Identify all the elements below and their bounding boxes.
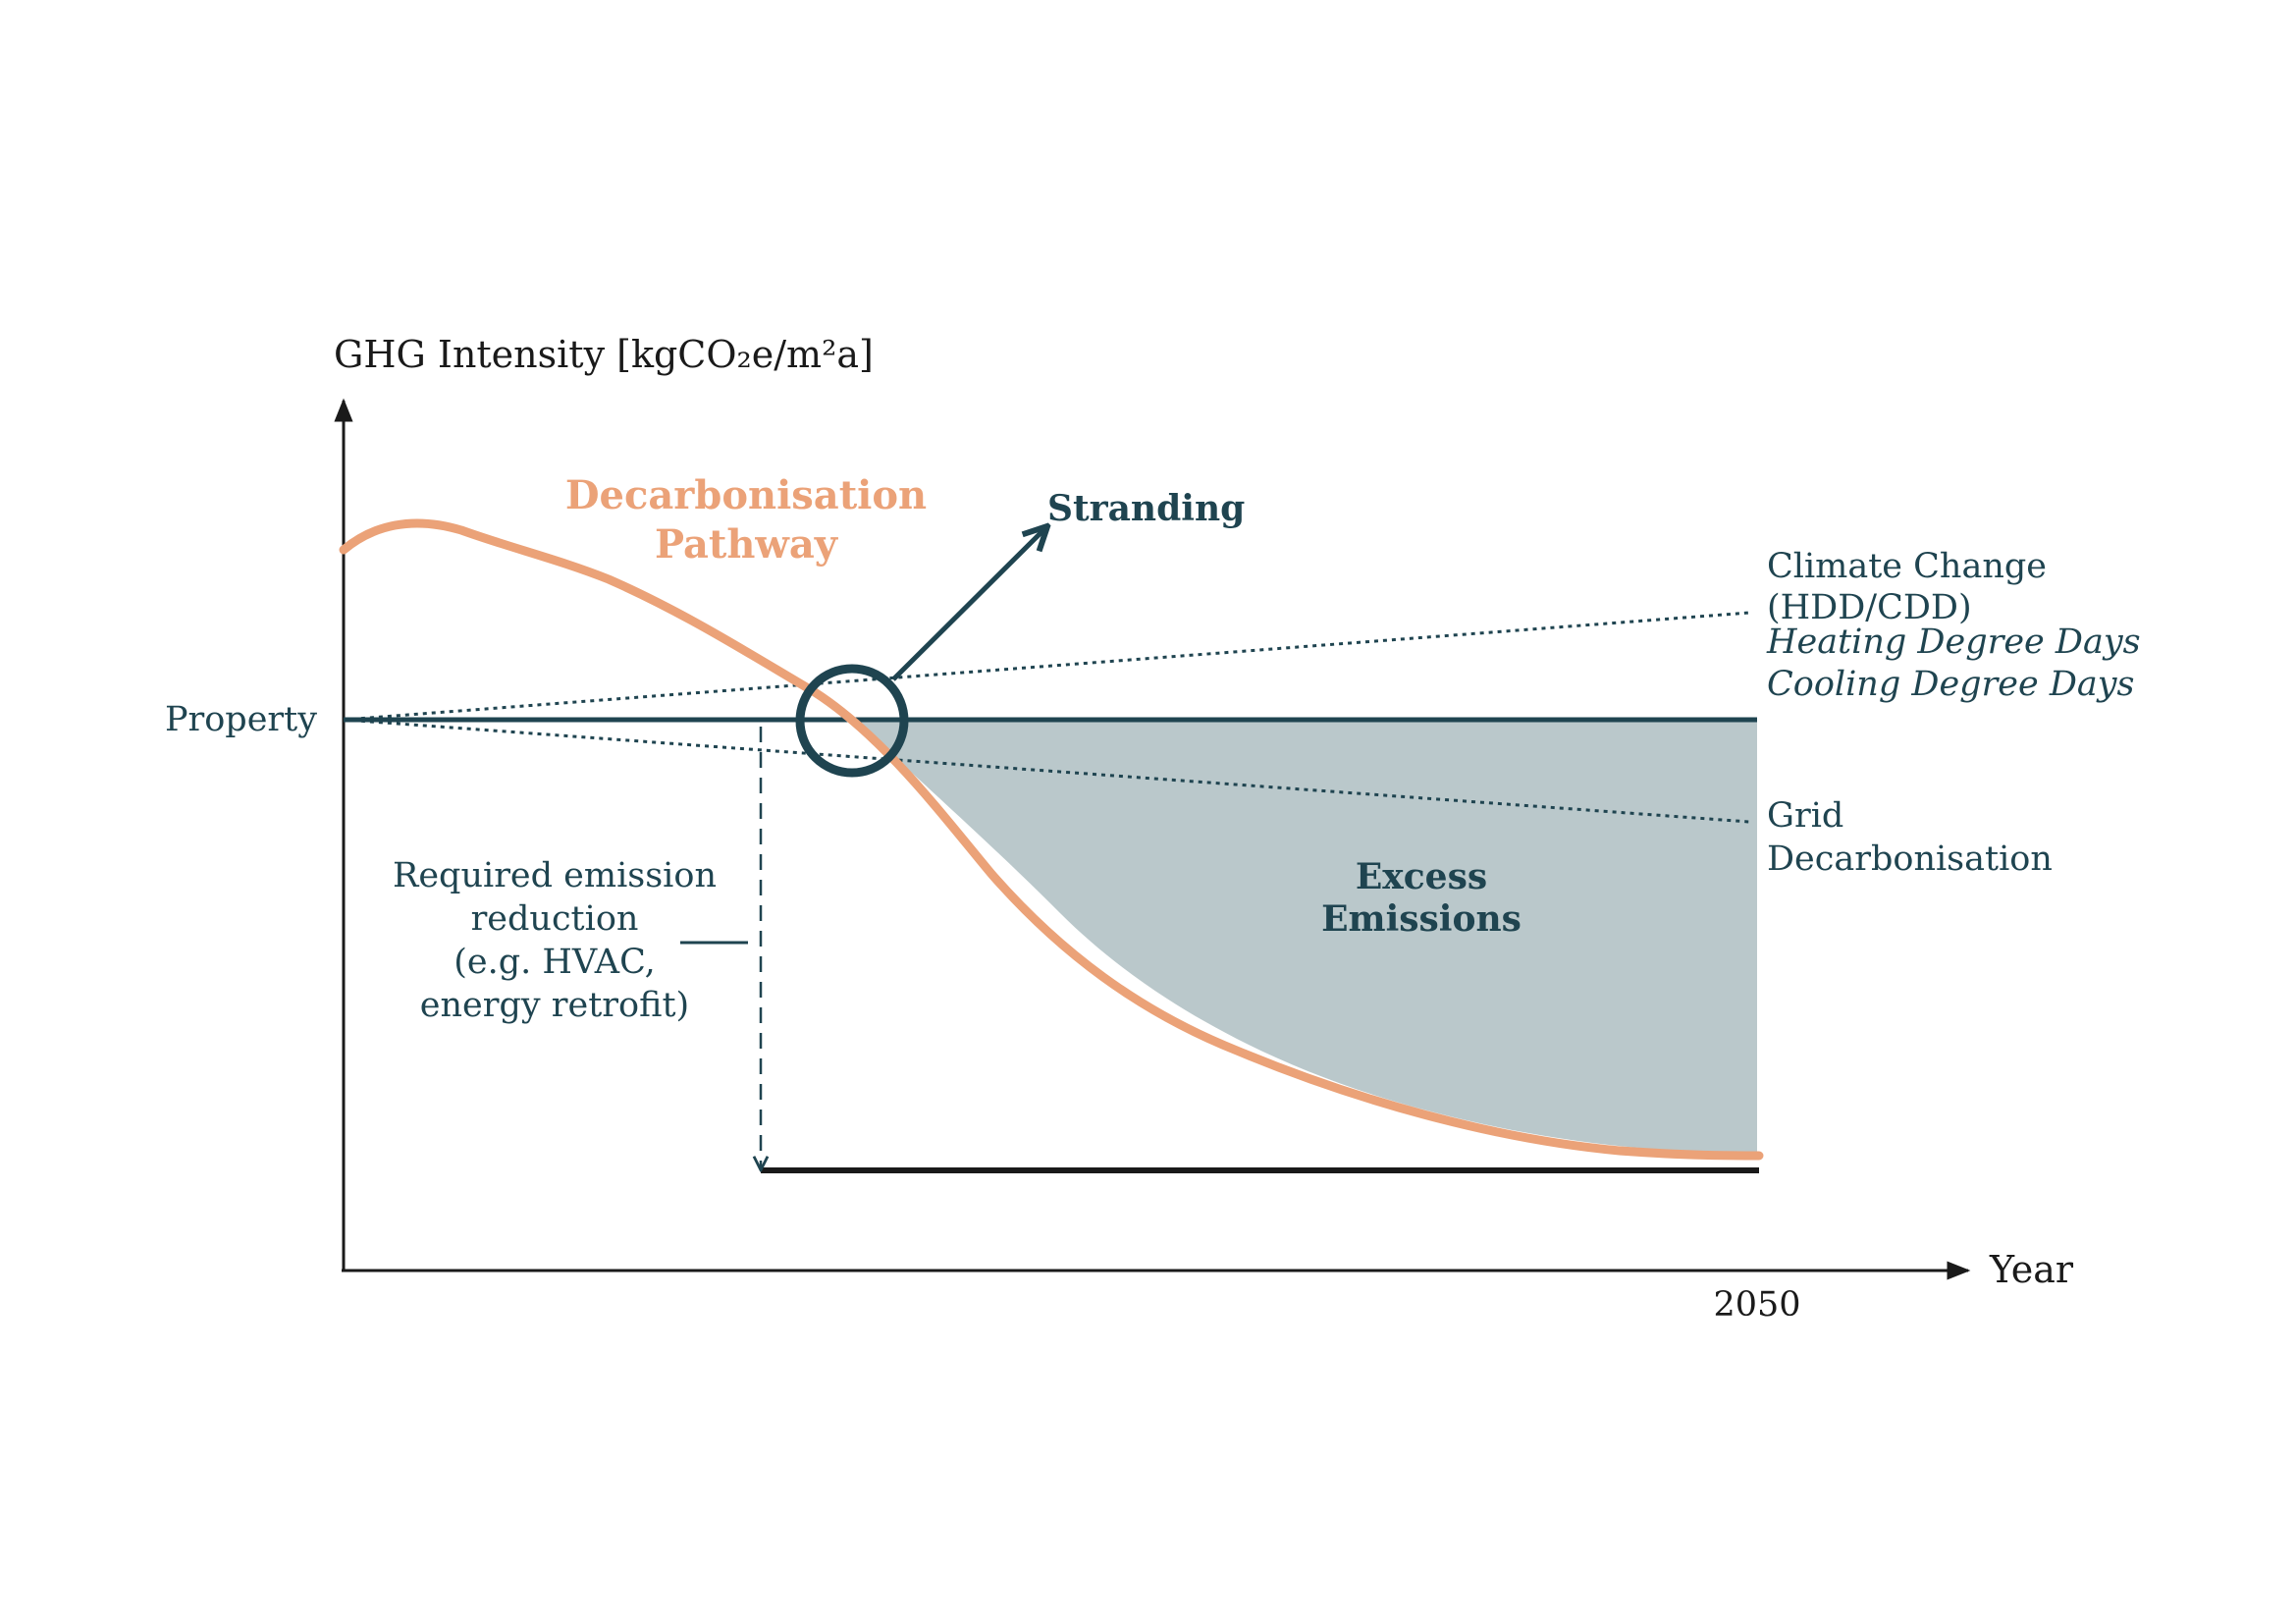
pathway-label-line1: Decarbonisation <box>565 472 927 518</box>
required-reduction-label-line3: (e.g. HVAC, <box>454 943 656 982</box>
decarbonisation-pathway-curve <box>339 518 1764 1161</box>
excess-emissions-label-line1: Excess <box>1356 856 1487 897</box>
required-reduction-label-line4: energy retrofit) <box>420 986 689 1025</box>
y-tick-property: Property <box>165 700 317 739</box>
climate-change-label-line3: Heating Degree Days <box>1766 623 2141 662</box>
pathway-label-line2: Pathway <box>655 521 839 568</box>
grid-decarbonisation-label-line2: Decarbonisation <box>1767 839 2053 879</box>
climate-change-label-line2: (HDD/CDD) <box>1767 588 1972 627</box>
excess-emissions-area <box>856 720 1757 1154</box>
climate-change-label-line1: Climate Change <box>1767 547 2047 586</box>
x-tick-2050: 2050 <box>1713 1285 1800 1325</box>
stranding-point-marker <box>795 664 909 778</box>
required-reduction-label-line2: reduction <box>471 899 639 939</box>
stranding-arrow <box>891 528 1045 681</box>
excess-emissions-label-line2: Emissions <box>1321 898 1522 940</box>
y-axis-title: GHG Intensity [kgCO₂e/m²a] <box>334 333 874 376</box>
climate-change-label-line4: Cooling Degree Days <box>1767 665 2135 704</box>
required-reduction-label-line1: Required emission <box>393 856 717 895</box>
stranding-label: Stranding <box>1047 488 1245 529</box>
climate-change-line <box>343 611 1750 722</box>
x-axis-title: Year <box>1989 1248 2074 1291</box>
grid-decarbonisation-label-line1: Grid <box>1767 796 1843 836</box>
